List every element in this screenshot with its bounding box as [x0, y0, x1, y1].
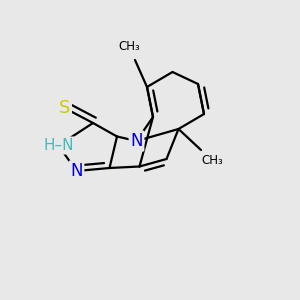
Text: N: N: [70, 162, 83, 180]
Text: H–N: H–N: [43, 138, 74, 153]
Text: CH₃: CH₃: [118, 40, 140, 53]
Text: CH₃: CH₃: [201, 154, 223, 167]
Text: N: N: [130, 132, 143, 150]
Text: S: S: [59, 99, 70, 117]
